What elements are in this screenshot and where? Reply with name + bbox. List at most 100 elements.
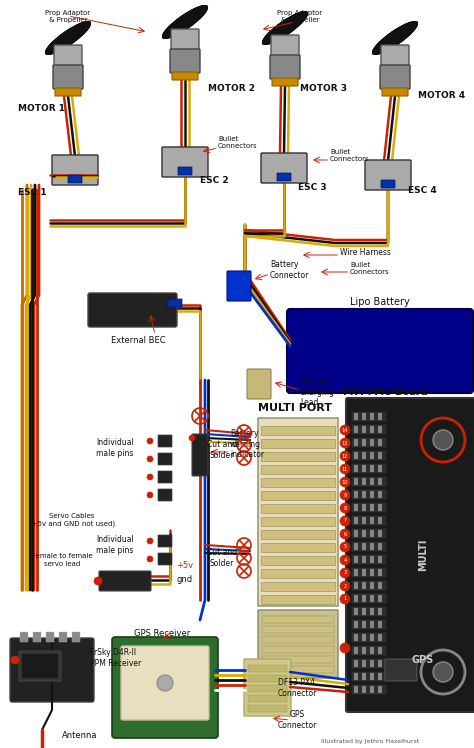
Bar	[352, 646, 386, 655]
Bar	[352, 529, 386, 538]
Text: 7: 7	[344, 518, 346, 524]
Bar	[378, 621, 382, 628]
FancyBboxPatch shape	[272, 78, 298, 86]
Text: Battery
warning
indicator: Battery warning indicator	[230, 429, 264, 459]
Circle shape	[340, 555, 350, 565]
Bar	[352, 672, 386, 681]
Bar	[362, 569, 366, 576]
Text: MULTI PORT: MULTI PORT	[258, 403, 332, 413]
FancyBboxPatch shape	[52, 155, 98, 185]
Bar	[261, 517, 335, 526]
Bar	[352, 490, 386, 499]
Bar	[354, 556, 358, 563]
FancyBboxPatch shape	[258, 610, 338, 678]
Circle shape	[157, 675, 173, 691]
Bar	[378, 530, 382, 537]
Bar	[352, 464, 386, 473]
Text: MOTOR 4: MOTOR 4	[418, 91, 465, 99]
FancyBboxPatch shape	[121, 646, 209, 720]
Bar	[378, 504, 382, 511]
Ellipse shape	[162, 5, 208, 39]
Bar	[248, 675, 287, 682]
Bar	[378, 491, 382, 498]
Bar	[352, 568, 386, 577]
Bar	[370, 465, 374, 472]
Bar	[352, 685, 386, 694]
FancyBboxPatch shape	[68, 175, 82, 183]
Bar	[46, 632, 54, 642]
FancyBboxPatch shape	[158, 435, 172, 447]
Circle shape	[340, 516, 350, 526]
Circle shape	[147, 474, 153, 480]
Bar	[362, 491, 366, 498]
Bar	[378, 569, 382, 576]
Bar	[370, 647, 374, 654]
Bar	[352, 451, 386, 460]
Text: External BEC: External BEC	[111, 336, 165, 345]
Text: Antenna: Antenna	[62, 731, 98, 740]
Bar	[378, 426, 382, 433]
Bar	[362, 608, 366, 615]
Bar	[378, 465, 382, 472]
Bar	[370, 504, 374, 511]
Bar	[370, 595, 374, 602]
FancyBboxPatch shape	[88, 293, 177, 327]
Bar	[378, 439, 382, 446]
Text: Prop Adaptor
& Propeller: Prop Adaptor & Propeller	[277, 10, 323, 22]
Bar	[261, 569, 335, 578]
Bar	[352, 425, 386, 434]
Ellipse shape	[262, 11, 308, 45]
FancyBboxPatch shape	[346, 398, 474, 712]
FancyBboxPatch shape	[55, 88, 81, 96]
Bar	[261, 556, 335, 565]
Circle shape	[340, 438, 350, 448]
Circle shape	[147, 538, 153, 544]
FancyBboxPatch shape	[365, 160, 411, 190]
Bar	[352, 412, 386, 421]
Bar	[362, 439, 366, 446]
Bar	[370, 686, 374, 693]
Bar	[370, 608, 374, 615]
Ellipse shape	[45, 21, 91, 55]
Circle shape	[147, 492, 153, 498]
Circle shape	[340, 451, 350, 461]
FancyBboxPatch shape	[53, 65, 83, 89]
Ellipse shape	[45, 21, 91, 55]
Bar	[378, 608, 382, 615]
Text: gnd: gnd	[177, 575, 193, 584]
Bar	[354, 478, 358, 485]
Bar	[20, 632, 28, 642]
Bar	[352, 503, 386, 512]
Text: Wire Harness: Wire Harness	[340, 248, 391, 257]
Bar	[362, 582, 366, 589]
Text: GPS: GPS	[412, 655, 434, 665]
Bar	[354, 621, 358, 628]
Bar	[33, 632, 41, 642]
Circle shape	[11, 656, 19, 664]
Text: Balance
Charging
Lead: Balance Charging Lead	[300, 377, 335, 407]
Bar	[362, 595, 366, 602]
Bar	[362, 504, 366, 511]
FancyBboxPatch shape	[99, 571, 151, 591]
Bar	[362, 686, 366, 693]
Text: 4: 4	[344, 557, 346, 562]
Bar	[261, 478, 335, 487]
FancyBboxPatch shape	[158, 453, 172, 465]
Bar	[378, 686, 382, 693]
Bar	[370, 621, 374, 628]
Bar	[378, 556, 382, 563]
Bar	[354, 413, 358, 420]
Text: 1: 1	[344, 596, 346, 601]
Circle shape	[340, 594, 350, 604]
Bar	[262, 666, 334, 673]
Bar	[352, 477, 386, 486]
Bar	[370, 452, 374, 459]
Bar	[362, 530, 366, 537]
Text: Bullet
Connectors: Bullet Connectors	[218, 135, 258, 149]
FancyBboxPatch shape	[170, 49, 200, 73]
Text: MULTI: MULTI	[418, 539, 428, 571]
FancyBboxPatch shape	[158, 535, 172, 547]
Text: Cut and
Solder: Cut and Solder	[207, 548, 237, 568]
Circle shape	[94, 577, 102, 585]
Bar	[362, 517, 366, 524]
